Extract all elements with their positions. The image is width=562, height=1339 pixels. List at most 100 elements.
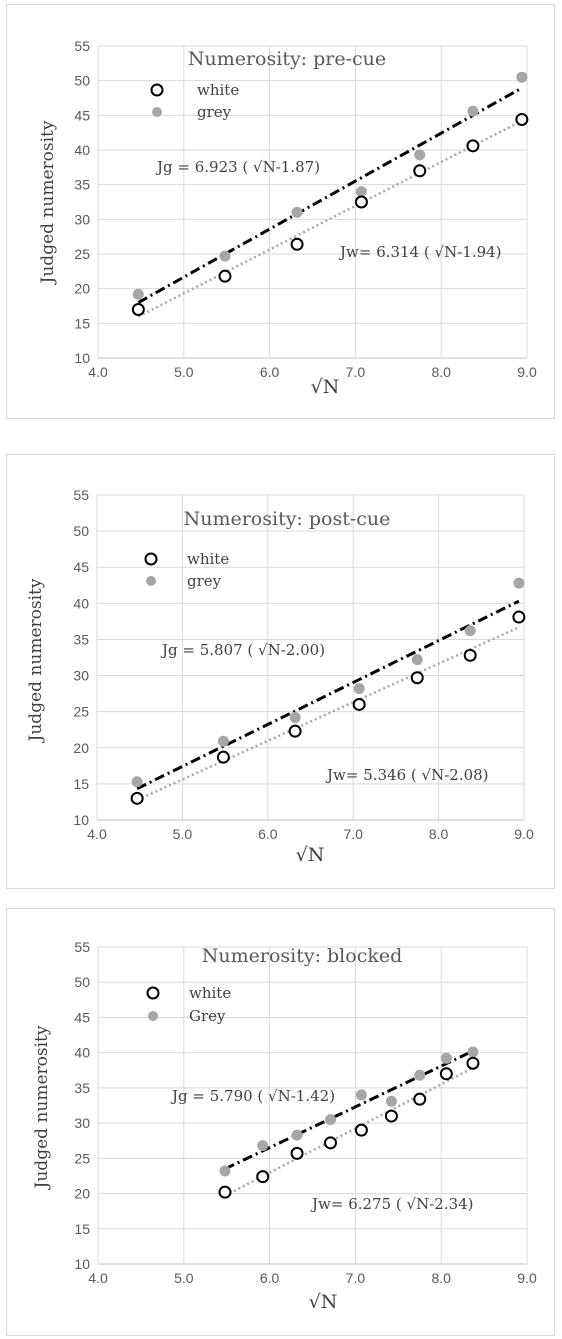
y-tick-label: 35: [74, 177, 90, 193]
x-axis-label: √N: [296, 844, 325, 866]
point-grey: [257, 1140, 269, 1152]
point-white: [410, 671, 424, 685]
y-tick-label: 50: [73, 523, 89, 539]
y-tick-label: 10: [73, 812, 89, 828]
x-tick-label: 9.0: [517, 1270, 537, 1286]
point-white: [463, 648, 477, 662]
x-tick-label: 4.0: [88, 364, 108, 380]
legend-label-grey: grey: [187, 572, 222, 590]
legend-marker-white: [146, 986, 160, 1000]
legend-label-white: white: [189, 984, 231, 1002]
point-white: [256, 1170, 270, 1184]
trendline-grey: [224, 1049, 474, 1171]
fit-equation-grey: Jg = 5.807 ( √N-2.00): [160, 641, 325, 659]
y-tick-label: 50: [74, 73, 90, 89]
y-tick-label: 15: [74, 1221, 90, 1237]
legend-label-grey: grey: [197, 103, 232, 121]
fit-equation-grey: Jg = 5.790 ( √N-1.42): [170, 1087, 335, 1105]
legend-marker-grey: [152, 107, 162, 117]
point-white: [466, 139, 480, 153]
y-tick-label: 35: [73, 631, 89, 647]
y-tick-label: 25: [73, 704, 89, 720]
x-tick-label: 8.0: [431, 1270, 451, 1286]
point-grey: [219, 1165, 231, 1177]
x-tick-label: 8.0: [429, 826, 449, 842]
point-grey: [291, 206, 303, 218]
chart-panel-pre-cue: 10 15 20 25 30 35 40 45 50 55 4.0 5.0 6.0 7.0 8.0 9.0 Nu…: [6, 4, 555, 419]
y-axis-label: Judged numerosity: [26, 578, 46, 743]
x-tick-label: 9.0: [517, 364, 537, 380]
chart-panel-post-cue: 10 15 20 25 30 35 40 45 50 55 4.0 5.0 6.0 7.0 8.0 9.0 Nu…: [6, 454, 555, 889]
x-tick-label: 6.0: [260, 1270, 280, 1286]
chart-panel-blocked: 10 15 20 25 30 35 40 45 50 55 4.0 5.0 6.0 7.0 8.0 9.0 Nu…: [6, 908, 555, 1336]
x-tick-label: 4.0: [87, 826, 107, 842]
x-axis-label: √N: [309, 1291, 338, 1313]
y-tick-label: 25: [74, 1150, 90, 1166]
x-tick-label: 5.0: [173, 826, 193, 842]
y-tick-label: 45: [73, 559, 89, 575]
point-grey: [132, 288, 144, 300]
point-grey: [414, 1069, 426, 1081]
y-axis-label: Judged numerosity: [38, 120, 58, 285]
x-tick-label: 7.0: [343, 826, 363, 842]
point-grey: [414, 149, 426, 161]
chart-post-cue: 10 15 20 25 30 35 40 45 50 55 4.0 5.0 6.0 7.0 8.0 9.0 Nu…: [26, 487, 534, 866]
y-tick-label: 55: [73, 487, 89, 503]
x-tick-label: 6.0: [260, 364, 280, 380]
y-tick-label: 10: [74, 350, 90, 366]
point-grey: [325, 1114, 337, 1126]
point-grey: [464, 625, 476, 637]
trendline-white: [137, 119, 523, 318]
point-grey: [355, 186, 367, 198]
y-tick-label: 20: [74, 281, 90, 297]
point-white: [288, 724, 302, 738]
point-white: [384, 1109, 398, 1123]
point-white: [290, 1146, 304, 1160]
fit-equation-white: Jw= 6.275 ( √N-2.34): [310, 1195, 474, 1213]
y-tick-label: 35: [74, 1080, 90, 1096]
x-tick-label: 6.0: [258, 826, 278, 842]
point-white: [290, 237, 304, 251]
chart-blocked: 10 15 20 25 30 35 40 45 50 55 4.0 5.0 6.0 7.0 8.0 9.0 Nu…: [32, 939, 537, 1313]
point-grey: [289, 711, 301, 723]
trendline-grey: [137, 86, 523, 304]
point-white: [466, 1056, 480, 1070]
y-tick-label: 30: [74, 1115, 90, 1131]
y-axis-label: Judged numerosity: [32, 1025, 52, 1190]
point-grey: [131, 776, 143, 788]
legend-marker-white: [150, 83, 164, 97]
y-tick-label: 40: [74, 142, 90, 158]
x-tick-label: 8.0: [431, 364, 451, 380]
y-tick-label: 50: [74, 974, 90, 990]
point-white: [216, 750, 230, 764]
point-grey: [217, 735, 229, 747]
y-tick-label: 15: [73, 776, 89, 792]
legend-marker-white: [144, 552, 158, 566]
point-white: [218, 269, 232, 283]
point-white: [354, 195, 368, 209]
legend-label-white: white: [197, 81, 239, 99]
x-tick-label: 7.0: [346, 364, 366, 380]
point-white: [515, 112, 529, 126]
point-grey: [353, 683, 365, 695]
x-tick-label: 9.0: [514, 826, 534, 842]
point-white: [218, 1185, 232, 1199]
point-white: [439, 1067, 453, 1081]
y-tick-label: 10: [74, 1256, 90, 1272]
point-grey: [355, 1089, 367, 1101]
y-tick-label: 30: [74, 211, 90, 227]
chart-title: Numerosity: pre-cue: [188, 48, 386, 70]
x-tick-label: 5.0: [174, 1270, 194, 1286]
y-tick-label: 30: [73, 668, 89, 684]
point-grey: [467, 105, 479, 117]
fit-equation-white: Jw= 6.314 ( √N-1.94): [338, 243, 502, 261]
point-white: [413, 1092, 427, 1106]
point-white: [324, 1136, 338, 1150]
y-tick-label: 45: [74, 1009, 90, 1025]
x-tick-label: 5.0: [174, 364, 194, 380]
chart-pre-cue: 10 15 20 25 30 35 40 45 50 55 4.0 5.0 6.0 7.0 8.0 9.0 Nu…: [38, 38, 537, 398]
x-axis-label: √N: [311, 376, 340, 398]
point-grey: [219, 250, 231, 262]
fit-equation-grey: Jg = 6.923 ( √N-1.87): [155, 158, 320, 176]
y-tick-label: 20: [74, 1186, 90, 1202]
